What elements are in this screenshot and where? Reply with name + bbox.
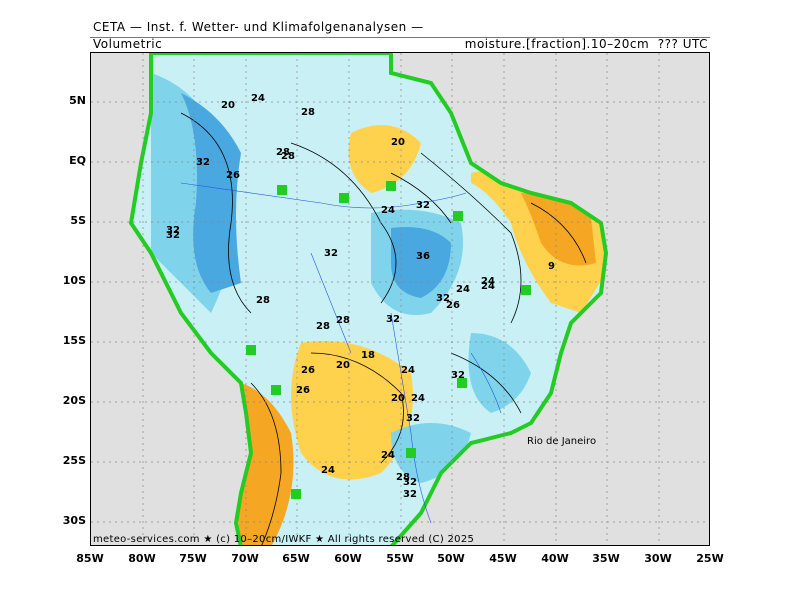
contour-value-label: 32 (406, 413, 420, 424)
contour-value-label: 28 (276, 147, 290, 158)
contour-value-label: 24 (251, 93, 265, 104)
contour-value-label: 24 (481, 276, 495, 287)
graticule (91, 53, 709, 545)
dry-zone-north (348, 125, 421, 193)
contour-value-label: 24 (321, 465, 335, 476)
lon-label: 85W (76, 552, 104, 565)
contour-value-label: 28 (301, 107, 315, 118)
contour-value-label: 20 (391, 393, 405, 404)
lon-label: 65W (282, 552, 310, 565)
contour-value-label: 32 (324, 248, 338, 259)
contour-value-label: 32 (436, 293, 450, 304)
contour-value-label: 20 (336, 360, 350, 371)
very-wet-zone-central (391, 227, 451, 298)
dry-zone-south-central (291, 341, 413, 480)
contour-value-label: 24 (381, 450, 395, 461)
contour-value-label: 26 (446, 300, 460, 311)
wet-zone-southeast (391, 423, 471, 483)
variable-label: Volumetric (93, 37, 163, 51)
lon-label: 45W (489, 552, 517, 565)
lon-label: 70W (231, 552, 259, 565)
rivers (180, 182, 502, 524)
lon-label: 35W (592, 552, 620, 565)
contour-value-label: 28 (396, 472, 410, 483)
contour-value-label: 24 (411, 393, 425, 404)
contour-value-label: 24 (481, 281, 495, 292)
lon-label: 60W (334, 552, 362, 565)
contour-value-label: 32 (386, 314, 400, 325)
lat-label: EQ (69, 154, 86, 167)
contour-lines (180, 112, 587, 545)
lon-label: 25W (696, 552, 724, 565)
chart-title: CETA — Inst. f. Wetter- und Klimafolgena… (93, 20, 424, 34)
lon-label: 75W (179, 552, 207, 565)
city-label: Rio de Janeiro (527, 436, 597, 447)
lon-label: 40W (541, 552, 569, 565)
contour-value-label: 36 (416, 251, 430, 262)
contour-value-label: 26 (301, 365, 315, 376)
contour-value-label: 32 (403, 477, 417, 488)
lon-label: 50W (437, 552, 465, 565)
lat-label: 5N (69, 94, 86, 107)
contour-value-label: 20 (391, 137, 405, 148)
contour-value-label: 32 (166, 230, 180, 241)
lon-label: 55W (386, 552, 414, 565)
units-label: moisture.[fraction].10–20cm ??? UTC (464, 37, 708, 51)
contour-value-label: 32 (451, 370, 465, 381)
contour-value-label: 32 (403, 489, 417, 500)
contour-value-label: 9 (548, 261, 555, 272)
very-dry-zone-south (236, 383, 294, 545)
very-wet-zone-west (181, 93, 241, 293)
contour-value-label: 32 (196, 157, 210, 168)
contour-value-label: 28 (336, 315, 350, 326)
contour-value-label: 26 (226, 170, 240, 181)
contour-value-label: 24 (401, 365, 415, 376)
lat-label: 30S (62, 514, 86, 527)
lon-label: 80W (128, 552, 156, 565)
contour-value-label: 18 (361, 350, 375, 361)
contour-value-label: 28 (316, 321, 330, 332)
lat-label: 20S (62, 394, 86, 407)
lat-label: 25S (62, 454, 86, 467)
contour-value-label: 24 (381, 205, 395, 216)
map-panel: 20 24 28 32 28 26 32 32 32 28 24 32 36 28 24 32 28 26 32 28… (90, 52, 710, 546)
contour-value-label: 32 (416, 200, 430, 211)
contour-value-label: 24 (456, 284, 470, 295)
contour-value-label: 20 (221, 100, 235, 111)
contour-value-label: 32 (166, 225, 180, 236)
copyright-footer: meteo-services.com ★ (c) 10–20cm/IWKF ★ … (93, 534, 475, 545)
contour-value-label: 28 (281, 151, 295, 162)
lat-label: 10S (62, 274, 86, 287)
wet-zone-east (468, 333, 531, 413)
contour-value-label: 26 (296, 385, 310, 396)
contour-value-label: 28 (256, 295, 270, 306)
lat-label: 15S (62, 334, 86, 347)
coastline (128, 53, 609, 545)
very-dry-zone-northeast (521, 193, 596, 266)
header-divider (90, 37, 710, 52)
station-markers (246, 181, 531, 499)
lon-label: 30W (644, 552, 672, 565)
lat-label: 5S (70, 214, 86, 227)
